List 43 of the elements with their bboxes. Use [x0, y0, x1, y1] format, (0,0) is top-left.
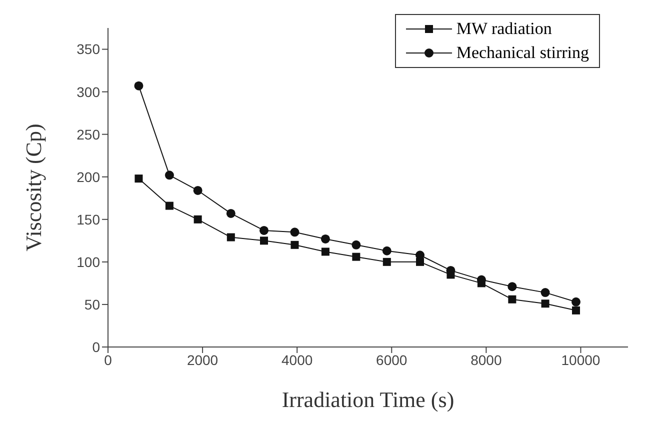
- point: [572, 306, 580, 314]
- point: [260, 226, 268, 235]
- point: [134, 81, 144, 90]
- y-tick-label: 150: [76, 211, 100, 228]
- y-tick-label: 250: [76, 126, 100, 142]
- x-tick-label: 2000: [186, 352, 218, 368]
- point: [352, 252, 360, 261]
- point: [320, 234, 330, 244]
- point: [226, 233, 235, 242]
- point: [193, 186, 202, 195]
- point: [382, 246, 392, 256]
- point: [290, 228, 300, 237]
- y-tick-label: 300: [76, 84, 100, 100]
- y-tick-label: 200: [76, 168, 100, 185]
- point: [194, 215, 202, 224]
- point: [416, 258, 424, 266]
- point: [508, 282, 517, 292]
- legend-label: MW radiation: [456, 18, 552, 40]
- point: [382, 258, 391, 266]
- x-tick-label: 6000: [376, 352, 408, 368]
- x-tick-label: 10000: [561, 352, 600, 368]
- point: [260, 236, 268, 245]
- y-tick-label: 0: [92, 338, 100, 355]
- point: [508, 295, 516, 304]
- y-tick-label: 350: [76, 41, 100, 58]
- x-tick-label: 8000: [470, 352, 502, 368]
- point: [134, 174, 143, 183]
- point: [164, 170, 174, 180]
- x-axis-title: Irradiation Time (s): [282, 387, 454, 412]
- point: [540, 288, 550, 298]
- legend-label: Mechanical stirring: [456, 42, 589, 64]
- y-tick-label: 50: [84, 296, 100, 312]
- x-tick-label: 4000: [282, 352, 313, 368]
- point: [352, 240, 361, 250]
- x-tick-label: 0: [104, 352, 112, 368]
- point: [226, 208, 236, 218]
- point: [165, 202, 174, 210]
- point: [541, 300, 550, 308]
- y-axis-title: Viscosity (Cp): [20, 124, 46, 252]
- point: [290, 240, 299, 249]
- point: [572, 297, 580, 306]
- y-tick-label: 100: [76, 254, 100, 270]
- point: [321, 248, 330, 256]
